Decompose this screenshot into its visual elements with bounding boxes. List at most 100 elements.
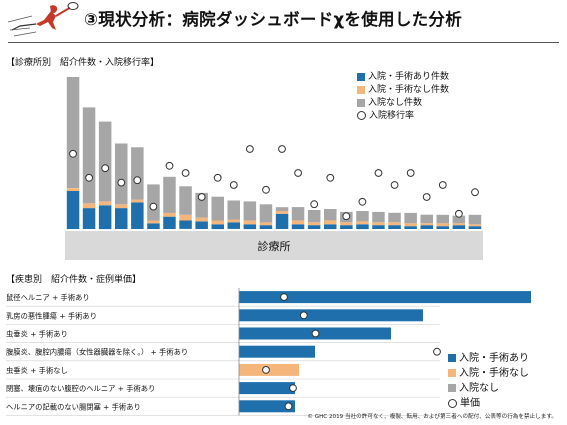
clinic-section-label: 【診療所別 紹介件数・入院移行率】 <box>6 58 160 68</box>
row-label: 鼠径ヘルニア + 手術あり <box>6 293 90 302</box>
bar-segment <box>66 77 80 189</box>
bar-segment <box>163 176 176 213</box>
tennis-player-logo-icon <box>7 2 79 37</box>
bar-segment <box>356 211 369 222</box>
bar-segment <box>147 184 160 221</box>
admission-rate-marker <box>197 193 206 201</box>
count-bar <box>239 345 315 358</box>
bar-segment <box>82 203 96 209</box>
bar-segment <box>179 214 192 221</box>
unit-price-marker <box>299 311 308 320</box>
disease-section-label: 【疾患別 紹介件数・症例単価】 <box>6 275 142 285</box>
legend-circle-marker <box>448 398 457 408</box>
bar-segment <box>243 201 257 221</box>
bar-segment <box>452 223 466 226</box>
legend-item-with-surgery: 入院・手術あり <box>448 349 529 364</box>
bar-segment <box>436 226 449 229</box>
bar-segment <box>131 147 144 200</box>
bar-segment <box>291 220 305 225</box>
admission-rate-marker <box>262 185 270 194</box>
bar-segment <box>211 196 224 221</box>
legend-swatch-gray <box>357 98 365 107</box>
title-divider <box>8 42 559 43</box>
legend-item-without-surgery: 入院・手術なし <box>448 364 529 379</box>
admission-rate-marker <box>326 173 335 182</box>
admission-rate-marker <box>358 197 367 206</box>
count-bar <box>239 382 295 395</box>
unit-price-marker <box>262 366 270 374</box>
admission-rate-marker <box>471 188 479 197</box>
admission-rate-marker <box>165 161 174 170</box>
bar-segment <box>404 223 417 227</box>
bar-segment <box>259 225 273 229</box>
bar-segment <box>324 209 337 221</box>
bar-segment <box>163 216 176 229</box>
legend-item-admission-rate: 入院移行率 <box>357 108 449 121</box>
bar-segment <box>307 222 321 226</box>
admission-rate-marker <box>149 202 158 211</box>
admission-rate-marker <box>294 169 303 177</box>
count-bar <box>239 400 295 413</box>
bar-segment <box>372 225 385 229</box>
admission-rate-marker <box>278 145 286 153</box>
bar-segment <box>452 215 466 224</box>
unit-price-marker <box>311 329 320 338</box>
bar-segment <box>147 223 160 229</box>
unit-price-marker <box>280 293 288 302</box>
row-label: 乳房の悪性腫瘍 + 手術あり <box>6 311 97 320</box>
bar-segment <box>275 207 289 211</box>
bar-segment <box>388 222 401 226</box>
bar-segment <box>340 225 353 229</box>
bar-segment <box>163 212 176 217</box>
bar-segment <box>179 220 192 229</box>
bar-segment <box>211 224 224 230</box>
bar-segment <box>82 208 96 229</box>
row-label: 虫垂炎 + 手術なし <box>6 366 68 375</box>
bar-segment <box>420 223 433 226</box>
admission-rate-marker <box>181 169 190 177</box>
bar-segment <box>115 143 128 205</box>
bar-segment <box>404 212 417 224</box>
admission-rate-marker <box>133 176 142 185</box>
legend-item-without-surgery: 入院・手術なし件数 <box>357 82 449 95</box>
legend-swatch-blue <box>448 354 456 362</box>
admission-rate-marker <box>101 164 110 173</box>
bar-segment <box>131 199 144 203</box>
clinic-chart-legend: 入院・手術あり件数 入院・手術なし件数 入院なし件数 入院移行率 <box>357 69 449 121</box>
row-label: 閉塞、壊疽のない腹腔のヘルニア + 手術あり <box>6 384 155 393</box>
page-title: ③現状分析：病院ダッシュボードχを使用した分析 <box>84 10 463 29</box>
x-axis-label: 診療所 <box>258 239 291 253</box>
legend-swatch-blue <box>357 72 365 81</box>
bar-segment <box>211 220 224 225</box>
bar-segment <box>372 222 385 226</box>
bar-segment <box>98 201 112 206</box>
bar-segment <box>195 221 208 229</box>
bar-segment <box>356 221 369 225</box>
admission-rate-marker <box>422 193 431 201</box>
bar-segment <box>307 225 321 229</box>
bar-segment <box>291 224 305 230</box>
bar-segment <box>259 204 273 223</box>
legend-item-with-surgery: 入院・手術あり件数 <box>357 69 449 82</box>
bar-segment <box>324 220 337 225</box>
row-label: ヘルニアの記載のない腸閉塞 + 手術あり <box>6 402 141 411</box>
legend-swatch-orange <box>357 85 365 94</box>
bar-segment <box>404 226 417 229</box>
bar-segment <box>388 212 401 223</box>
admission-rate-marker <box>117 178 126 187</box>
admission-rate-marker <box>374 169 383 177</box>
admission-rate-marker <box>213 173 222 182</box>
admission-rate-marker <box>85 173 93 182</box>
bar-segment <box>372 211 385 223</box>
unit-price-marker <box>289 384 297 393</box>
admission-rate-marker <box>229 181 238 189</box>
bar-segment <box>98 205 112 230</box>
bar-segment <box>131 202 144 229</box>
x-axis-band <box>65 231 483 260</box>
unit-price-marker <box>284 402 293 411</box>
bar-segment <box>227 222 240 229</box>
unit-price-marker <box>433 347 441 356</box>
count-bar <box>239 291 531 304</box>
admission-rate-marker <box>455 209 463 218</box>
bar-segment <box>98 121 112 202</box>
